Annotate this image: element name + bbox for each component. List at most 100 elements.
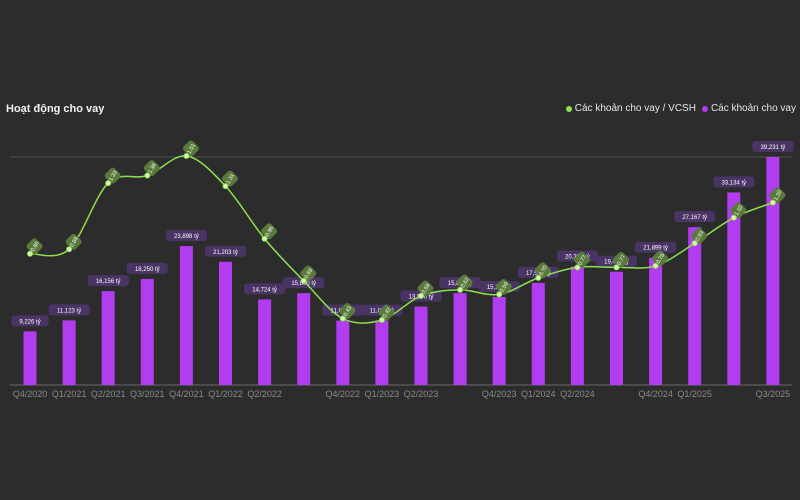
line-point xyxy=(613,264,620,271)
bar xyxy=(453,293,467,385)
line-label-bg xyxy=(613,251,629,268)
bar-value-label: 11,123 tỷ xyxy=(57,307,81,314)
bar xyxy=(375,320,389,385)
bar xyxy=(62,320,76,385)
line-label-bg xyxy=(222,170,238,187)
bar xyxy=(492,296,506,385)
bar-label-bg xyxy=(674,211,716,223)
line-value-label: 0.68 xyxy=(304,268,315,280)
x-tick-label: Q3/2021 xyxy=(130,389,165,399)
bar-label-bg xyxy=(11,315,49,327)
line-point xyxy=(691,240,698,247)
bar-label-bg xyxy=(48,304,90,316)
line-point xyxy=(769,199,776,206)
line-point xyxy=(574,264,581,271)
line-value-label: 0.86 xyxy=(30,241,41,253)
line-value-label: 1.31 xyxy=(226,173,237,185)
bar-label-bg xyxy=(87,275,129,287)
line-label-bg xyxy=(495,278,512,295)
line-label-bg xyxy=(652,250,669,267)
x-tick-label: Q1/2022 xyxy=(208,389,243,399)
bar-label-bg xyxy=(244,283,286,295)
line-label-bg xyxy=(300,265,317,282)
line-value-label: 0.58 xyxy=(421,283,432,295)
line-value-label: 1.20 xyxy=(773,190,784,202)
line-value-label: 0.78 xyxy=(656,253,667,265)
line-value-label: 0.77 xyxy=(577,254,588,266)
line-label-bg xyxy=(534,262,551,279)
x-tick-label: Q4/2021 xyxy=(169,389,204,399)
legend-ratio-label: Các khoản cho vay / VCSH xyxy=(574,103,696,114)
bar xyxy=(570,266,584,385)
line-value-label: 1.51 xyxy=(186,143,197,155)
line-label-bg xyxy=(691,227,708,244)
line-value-label: 0.77 xyxy=(617,254,628,266)
line-point xyxy=(378,317,385,323)
line-point xyxy=(183,153,190,159)
line-value-label: 0.62 xyxy=(460,277,471,289)
line-point xyxy=(496,291,503,298)
bar xyxy=(140,278,154,385)
line-label-bg xyxy=(378,304,395,321)
x-tick-label: Q1/2025 xyxy=(677,389,712,399)
line-value-label: 0.59 xyxy=(499,281,510,293)
line-point xyxy=(535,274,542,281)
bar xyxy=(531,282,545,385)
line-value-label: 1.33 xyxy=(108,170,119,182)
bar-value-label: 33,134 tỷ xyxy=(721,179,746,186)
line-point xyxy=(105,180,112,187)
line-label-bg xyxy=(143,160,160,177)
bar-label-bg xyxy=(126,262,168,274)
bar-value-label: 21,203 tỷ xyxy=(213,249,238,256)
legend-ratio-swatch xyxy=(565,105,572,112)
bar-label-bg xyxy=(204,245,247,257)
bar xyxy=(23,331,37,385)
line-label-bg xyxy=(26,238,43,255)
bar-label-bg xyxy=(713,176,755,188)
line-point xyxy=(261,235,268,242)
x-tick-label: Q4/2022 xyxy=(326,389,361,399)
line-point xyxy=(300,277,307,284)
x-tick-label: Q4/2024 xyxy=(638,389,673,399)
line-value-label: 1.10 xyxy=(734,205,745,217)
bar xyxy=(649,257,663,385)
line-label-bg xyxy=(730,202,747,219)
line-label-bg xyxy=(769,187,786,204)
bar-value-label: 9,226 tỷ xyxy=(19,318,40,325)
line-value-label: 0.96 xyxy=(265,226,276,238)
line-label-bg xyxy=(573,251,590,268)
line-point xyxy=(222,183,229,190)
bar-value-label: 14,724 tỷ xyxy=(252,286,277,293)
x-tick-label: Q2/2022 xyxy=(247,389,282,399)
line-point xyxy=(652,262,659,269)
line-point xyxy=(27,250,33,257)
bar xyxy=(610,271,623,385)
x-tick-label: Q3/2025 xyxy=(756,389,791,399)
x-tick-label: Q2/2021 xyxy=(91,389,126,399)
line-value-label: 0.43 xyxy=(343,305,354,317)
line-value-label: 0.42 xyxy=(382,307,393,319)
line-point xyxy=(66,246,73,253)
legend-item-loans[interactable]: Các khoản cho vay xyxy=(701,103,796,114)
bar xyxy=(297,293,311,385)
line-label-bg xyxy=(417,280,434,297)
bar-value-label: 21,899 tỷ xyxy=(643,245,668,252)
x-tick-label: Q2/2024 xyxy=(560,389,595,399)
line-point xyxy=(457,286,464,293)
bar xyxy=(219,261,232,385)
x-tick-label: Q4/2023 xyxy=(482,389,517,399)
legend-item-ratio[interactable]: Các khoản cho vay / VCSH xyxy=(565,103,696,114)
bar xyxy=(101,291,115,385)
legend-loans-label: Các khoản cho vay xyxy=(710,103,796,114)
x-tick-label: Q2/2023 xyxy=(404,389,439,399)
line-point xyxy=(144,172,151,179)
bar xyxy=(179,246,193,385)
legend-loans-swatch xyxy=(701,105,708,112)
line-label-bg xyxy=(104,167,121,184)
line-label-bg xyxy=(339,303,356,319)
bar xyxy=(727,192,741,385)
x-tick-label: Q1/2024 xyxy=(521,389,556,399)
bar-value-label: 27,167 tỷ xyxy=(682,214,707,221)
bar xyxy=(688,227,702,385)
